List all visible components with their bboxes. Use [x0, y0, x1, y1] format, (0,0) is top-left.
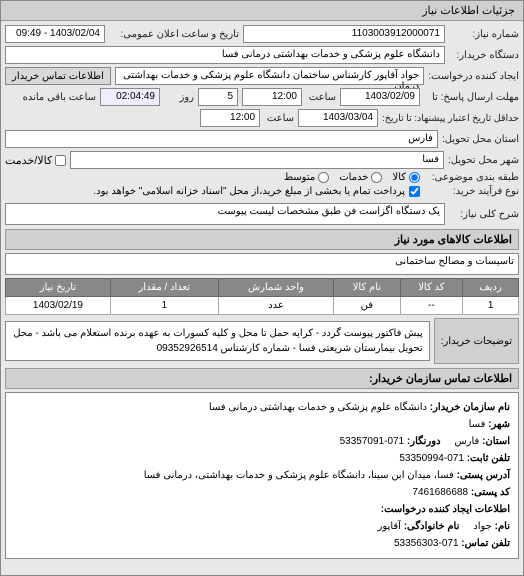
contact-province-label: استان:	[482, 436, 510, 447]
contact-fax-label: دورنگار:	[407, 436, 441, 447]
contact-info-block: نام سازمان خریدار: دانشگاه علوم پزشکی و …	[5, 392, 519, 559]
buy-type-check-wrap[interactable]	[409, 186, 420, 197]
contact-city-value: فسا	[469, 419, 486, 430]
goods-category-field[interactable]: تاسیسات و مصالح ساختمانی	[5, 253, 519, 275]
creator-lname-label: نام خانوادگی:	[404, 521, 460, 532]
buyer-contact-button[interactable]: اطلاعات تماس خریدار	[5, 67, 111, 85]
time2-field[interactable]: 12:00	[200, 109, 260, 127]
contract-no-field: 1103003912000071	[243, 25, 445, 43]
kala-checkbox-label: کالا/خدمت	[5, 154, 52, 167]
contact-fax-value: 071-53357091	[340, 436, 405, 447]
table-header: تاریخ نیاز	[6, 279, 111, 297]
topic-kala-radio-wrap[interactable]: کالا	[392, 172, 420, 183]
time1-field[interactable]: 12:00	[242, 88, 302, 106]
days-label: روز	[164, 92, 194, 103]
topic-type-label: طبقه بندی موضوعی:	[424, 172, 519, 183]
notes-label: توضیحات خریدار:	[434, 318, 519, 364]
contact-addr-value: فسا، میدان ابن سینا، دانشگاه علوم پزشکی …	[144, 470, 454, 481]
table-header: کد کالا	[400, 279, 463, 297]
province-field[interactable]: فارس	[5, 130, 438, 148]
buy-type-label: نوع فرآیند خرید:	[424, 186, 519, 197]
date2-field[interactable]: 1403/03/04	[298, 109, 378, 127]
desc-label: شرح کلی نیاز:	[449, 209, 519, 220]
creator-phone-value: 071-53356303	[394, 538, 459, 549]
table-header: تعداد / مقدار	[110, 279, 218, 297]
topic-kala-label: کالا	[392, 172, 406, 183]
topic-khadamat-label: خدمات	[339, 172, 368, 183]
city-label: شهر محل تحویل:	[448, 155, 519, 166]
creator-name-label: نام:	[495, 521, 510, 532]
time-label-1: ساعت	[306, 92, 336, 103]
table-header: نام کالا	[334, 279, 400, 297]
contact-section-title: اطلاعات تماس سازمان خریدار:	[5, 368, 519, 389]
desc-field[interactable]: یک دستگاه اگزاست فن طبق مشخصات لیست پیوس…	[5, 203, 445, 225]
page-title: جزئیات اطلاعات نیاز	[1, 1, 523, 21]
table-cell: عدد	[218, 297, 334, 315]
kala-checkbox-wrap[interactable]: کالا/خدمت	[5, 154, 66, 167]
buyer-org-field: دانشگاه علوم پزشکی و خدمات بهداشتی درمان…	[5, 46, 445, 64]
topic-khadamat-radio-wrap[interactable]: خدمات	[339, 172, 382, 183]
remaining-field: 02:04:49	[100, 88, 160, 106]
time-label-2: ساعت	[264, 113, 294, 124]
creator-section-label: اطلاعات ایجاد کننده درخواست:	[381, 504, 510, 515]
requester-field: جواد آقاپور کارشناس ساختمان دانشگاه علوم…	[115, 67, 424, 85]
province-label: استان محل تحویل:	[442, 134, 519, 145]
requester-label: ایجاد کننده درخواست:	[428, 71, 519, 82]
goods-table: ردیفکد کالانام کالاواحد شمارشتعداد / مقد…	[5, 278, 519, 315]
date1-field[interactable]: 1403/02/09	[340, 88, 420, 106]
contact-postcode-value: 7461686688	[412, 487, 468, 498]
org-name-label: نام سازمان خریدار:	[430, 402, 510, 413]
table-cell: 1	[110, 297, 218, 315]
table-header: ردیف	[463, 279, 519, 297]
table-cell: --	[400, 297, 463, 315]
deadline-to-label: حداقل تاریخ اعتبار پیشنهاد: تا تاریخ:	[382, 113, 519, 124]
org-name-value: دانشگاه علوم پزشکی و خدمات بهداشتی درمان…	[209, 402, 427, 413]
kala-checkbox[interactable]	[55, 155, 66, 166]
table-header: واحد شمارش	[218, 279, 334, 297]
creator-name-value: جواد	[473, 521, 492, 532]
contact-phone-label: تلفن ثابت:	[467, 453, 510, 464]
topic-medium-label: متوسط	[284, 172, 315, 183]
topic-khadamat-radio[interactable]	[371, 172, 382, 183]
contact-phone-value: 071-53350994	[399, 453, 464, 464]
announce-field: 1403/02/04 - 09:49	[5, 25, 105, 43]
city-field[interactable]: فسا	[70, 151, 444, 169]
buy-type-checkbox[interactable]	[409, 186, 420, 197]
topic-kala-radio[interactable]	[409, 172, 420, 183]
creator-phone-label: تلفن تماس:	[461, 538, 510, 549]
contact-city-label: شهر:	[488, 419, 510, 430]
contract-no-label: شماره نیاز:	[449, 29, 519, 40]
contact-postcode-label: کد پستی:	[471, 487, 510, 498]
buyer-org-label: دستگاه خریدار:	[449, 50, 519, 61]
topic-medium-radio[interactable]	[318, 172, 329, 183]
remaining-label: ساعت باقی مانده	[23, 92, 96, 103]
topic-medium-radio-wrap[interactable]: متوسط	[284, 172, 329, 183]
table-cell: 1403/02/19	[6, 297, 111, 315]
table-cell: فن	[334, 297, 400, 315]
buy-type-text: پرداخت تمام یا بخشی از مبلغ خرید،از محل …	[93, 186, 405, 197]
announce-label: تاریخ و ساعت اعلان عمومی:	[109, 29, 239, 40]
notes-text: پیش فاکتور پیوست گردد - کرایه حمل تا محل…	[5, 321, 430, 361]
table-row[interactable]: 1--فنعدد11403/02/19	[6, 297, 519, 315]
contact-province-value: فارس	[454, 436, 479, 447]
main-content: شماره نیاز: 1103003912000071 تاریخ و ساع…	[1, 21, 523, 573]
table-cell: 1	[463, 297, 519, 315]
days-field[interactable]: 5	[198, 88, 238, 106]
contact-addr-label: آدرس پستی:	[457, 470, 510, 481]
goods-section-title: اطلاعات کالاهای مورد نیاز	[5, 229, 519, 250]
creator-lname-value: آقاپور	[378, 521, 401, 532]
deadline-from-label: مهلت ارسال پاسخ: تا	[424, 92, 519, 103]
